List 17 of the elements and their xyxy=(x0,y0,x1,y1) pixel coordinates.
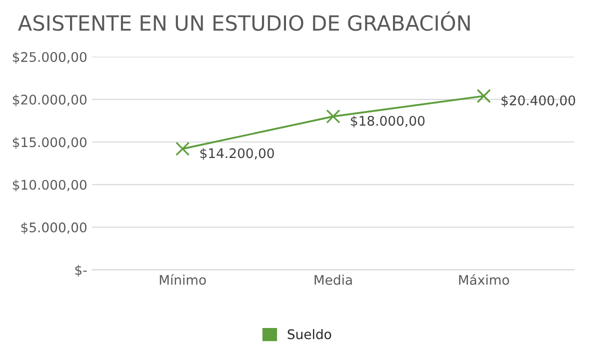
y-tick-label: $5.000,00 xyxy=(21,222,86,234)
chart-title: ASISTENTE EN UN ESTUDIO DE GRABACIÓN xyxy=(18,11,470,31)
x-tick-label: Máximo xyxy=(459,274,510,285)
data-label: $20.400,00 xyxy=(502,95,576,108)
point xyxy=(176,142,190,156)
legend-label: Sueldo xyxy=(288,329,332,340)
point xyxy=(476,88,491,104)
point xyxy=(326,109,340,124)
data-label: $18.000,00 xyxy=(350,116,425,128)
y-tick-label: $25.000,00 xyxy=(12,52,86,64)
y-tick-label: $20.000,00 xyxy=(12,94,86,106)
x-tick-label: Mínimo xyxy=(160,274,206,285)
y-tick-label: $- xyxy=(75,264,87,277)
y-tick-label: $10.000,00 xyxy=(12,180,86,192)
x-tick-label: Media xyxy=(314,274,352,285)
data-label: $14.200,00 xyxy=(200,148,274,160)
y-tick-label: $15.000,00 xyxy=(12,136,86,149)
